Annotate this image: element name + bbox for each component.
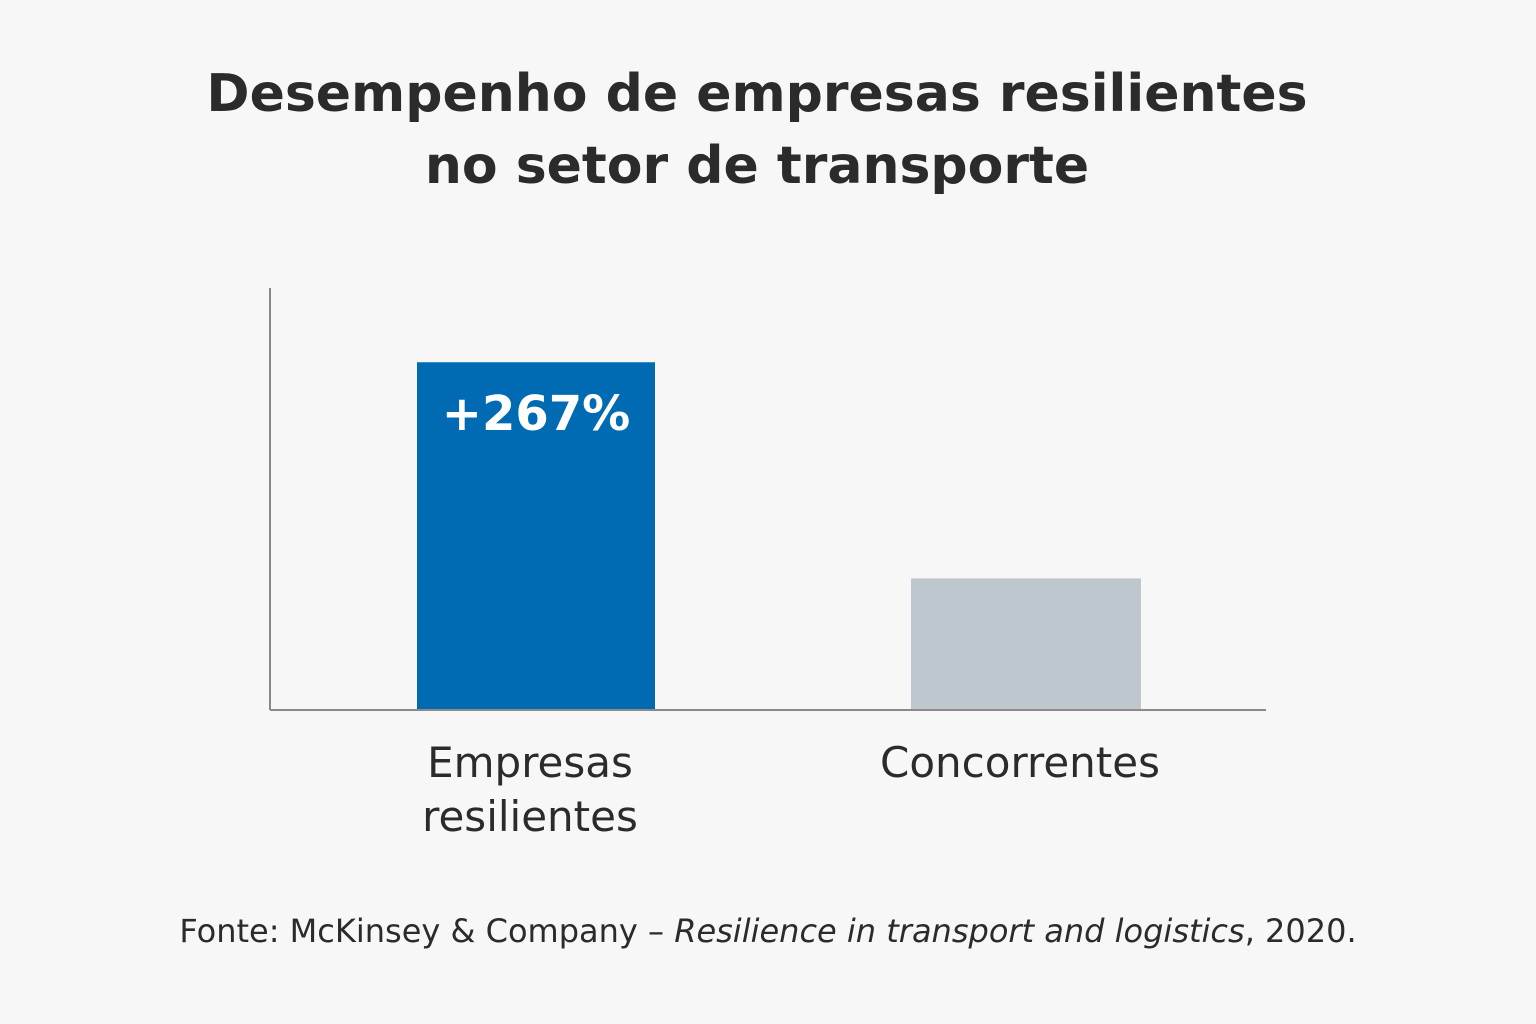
source-note: Fonte: McKinsey & Company – Resilience i… bbox=[0, 912, 1536, 950]
source-prefix: Fonte: McKinsey & Company – bbox=[179, 912, 675, 950]
title-line: no setor de transporte bbox=[424, 136, 1090, 196]
bar bbox=[417, 362, 655, 710]
bar bbox=[911, 578, 1141, 710]
title-line: Desempenho de empresas resilientes bbox=[206, 64, 1308, 124]
x-tick-label: Empresas resilientes bbox=[422, 738, 638, 841]
chart-title: Desempenho de empresas resilientes no se… bbox=[0, 58, 1514, 202]
source-suffix: , 2020. bbox=[1244, 912, 1357, 950]
value-label: +267% bbox=[441, 386, 631, 443]
x-tick-label: Concorrentes bbox=[880, 738, 1160, 787]
source-work: Resilience in transport and logistics bbox=[674, 912, 1245, 950]
